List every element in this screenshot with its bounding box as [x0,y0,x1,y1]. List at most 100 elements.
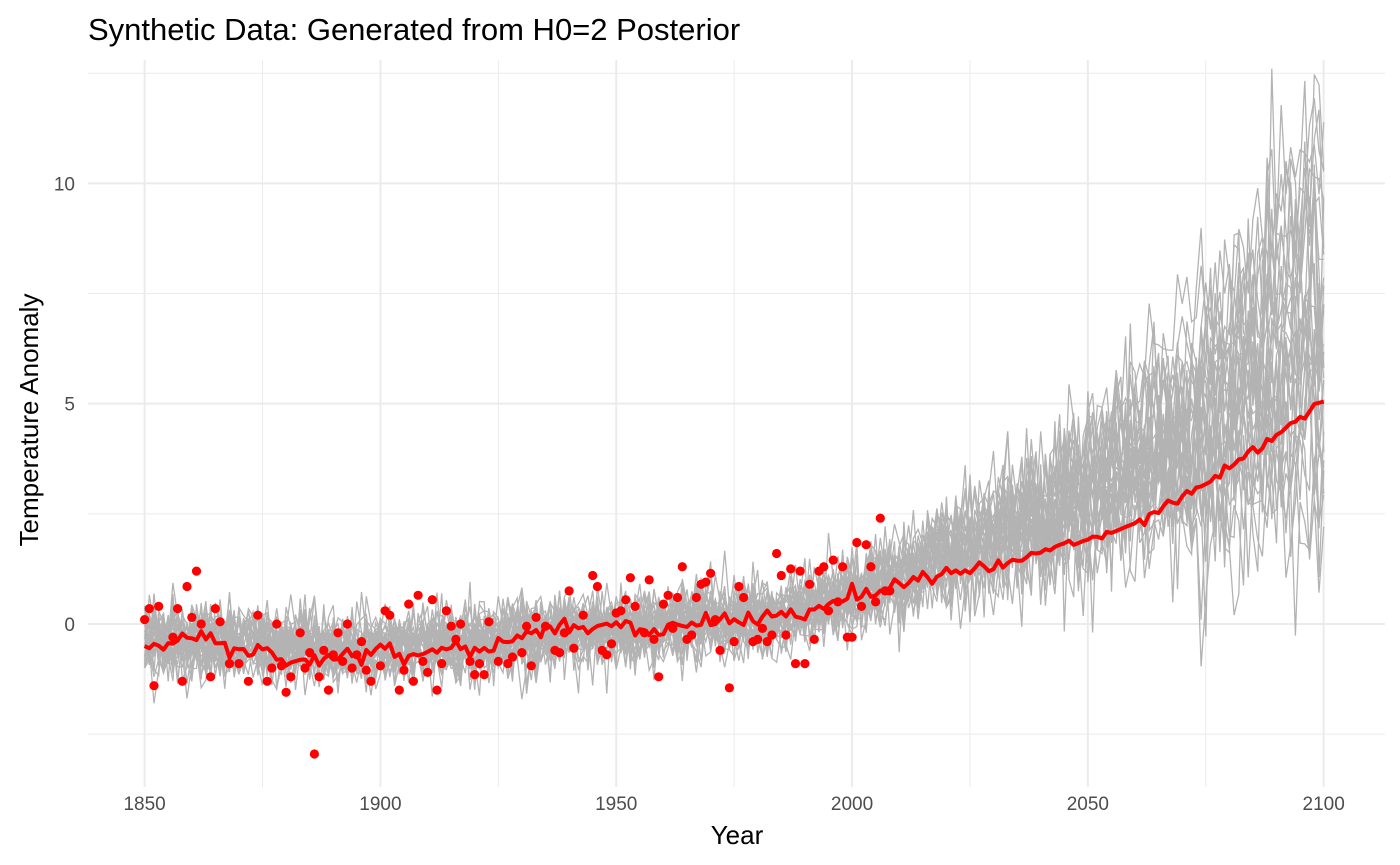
observation-point [224,659,235,669]
observation-point [871,597,881,607]
observation-point [503,659,513,669]
observation-point [465,656,475,667]
x-tick-label: 1950 [595,794,637,815]
observation-point [856,601,867,612]
observation-point [753,634,763,645]
observation-point [456,619,466,629]
x-tick-labels: 1850 1900 1950 2000 2050 2100 [123,794,1344,815]
observation-point [474,659,485,669]
observation-point [555,648,565,658]
y-tick-label: 10 [54,174,75,195]
observation-point [149,681,159,691]
observation-point [592,581,603,592]
observation-point [243,676,253,686]
observation-point [663,590,673,600]
observation-point [691,592,702,603]
observation-point [352,650,362,660]
x-axis-title: Year [711,820,764,850]
observation-point [323,685,334,695]
observation-point [630,601,640,612]
observation-point [234,659,244,669]
observation-point [347,663,357,673]
observation-point [361,665,371,675]
x-tick-label: 2050 [1067,794,1109,815]
observation-point [800,659,810,669]
observation-point [828,555,838,565]
observation-point [772,548,782,559]
observation-point [621,595,631,605]
observation-point [215,617,225,627]
observation-point [531,612,541,623]
observation-point [267,663,277,673]
observation-point [507,652,518,662]
observation-point [606,639,617,649]
observation-point [319,645,329,656]
observation-point [309,749,319,759]
observation-point [366,676,376,686]
observation-point [177,676,187,686]
observation-point [838,562,848,572]
observation-point [484,617,494,627]
observation-point [757,623,768,634]
observation-point [295,628,305,638]
observation-point [668,623,678,634]
observation-point [173,604,183,614]
observation-point [861,540,871,550]
y-tick-label: 0 [64,615,75,636]
observation-point [767,630,777,640]
observation-point [739,592,749,603]
observation-point [281,687,291,697]
observation-point [206,672,216,682]
observation-point [781,630,791,640]
observation-point [375,661,385,671]
observation-point [522,621,532,631]
observation-point [819,562,829,572]
observation-point [187,612,197,623]
observation-point [602,650,612,660]
observation-point [328,650,338,660]
observation-point [649,634,659,645]
observation-point [286,672,296,682]
observation-point [144,604,154,614]
observation-point [677,562,687,572]
observation-point [644,575,654,585]
grid-minor [88,60,1385,787]
observation-point [314,672,324,682]
observation-point [479,670,489,680]
observation-point [413,590,423,600]
observation-point [451,634,461,645]
x-tick-label: 1900 [359,794,401,815]
observation-point [540,621,551,631]
observation-point [710,615,720,625]
observation-point [300,663,310,673]
observation-point [140,615,150,625]
observation-point [394,685,404,695]
observation-point [333,628,343,638]
observation-point [423,667,433,678]
observation-point [658,599,669,609]
observation-point [734,581,744,592]
observation-point [833,597,843,607]
observation-point [795,566,805,576]
observation-point [885,586,895,596]
observation-point [517,648,527,658]
x-tick-label: 2000 [831,794,873,815]
observation-point [875,513,885,523]
observation-point [805,579,815,589]
x-tick-label: 2100 [1303,794,1345,815]
observation-point [305,648,315,658]
observation-point [493,656,503,667]
observation-point [338,656,348,667]
observation-point [639,628,650,638]
observation-point [432,685,442,695]
observation-point [687,630,697,640]
observation-point [729,637,739,647]
observation-point [253,610,263,620]
observation-point [196,619,206,629]
x-tick-label: 1850 [123,794,165,815]
observation-point [809,634,819,645]
observation-point [399,665,409,675]
observation-point [418,656,428,667]
observation-point [168,632,178,642]
observation-point [385,610,395,620]
